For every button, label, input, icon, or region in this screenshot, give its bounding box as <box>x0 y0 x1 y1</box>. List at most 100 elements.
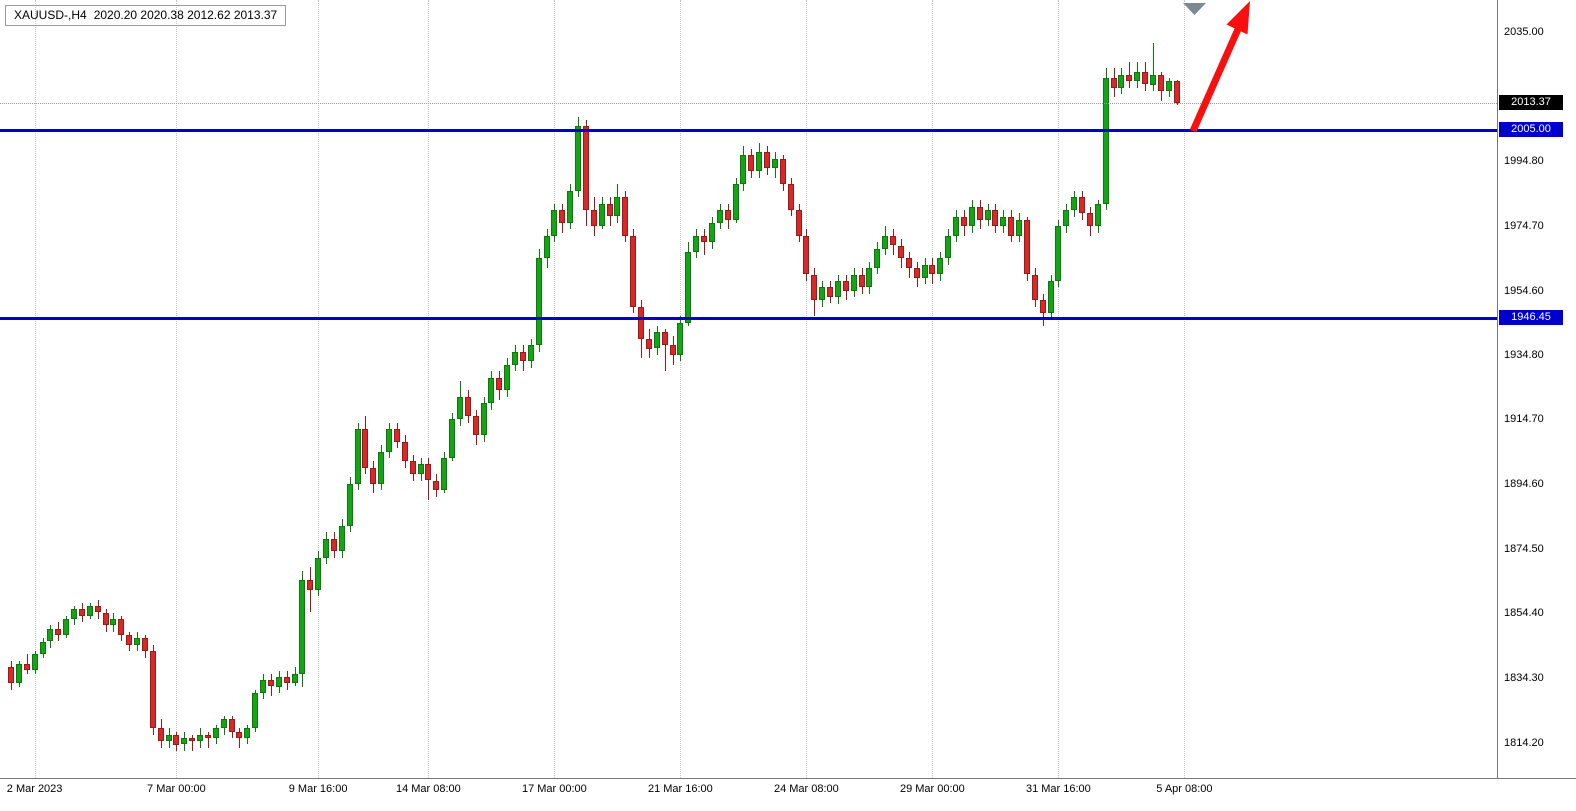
candle <box>118 619 124 636</box>
candle <box>961 216 967 227</box>
candle <box>1040 300 1046 314</box>
candle <box>449 419 455 458</box>
candle <box>969 206 975 227</box>
candle <box>1126 74 1132 82</box>
candle <box>465 396 471 417</box>
horizontal-price-line[interactable] <box>0 128 1497 132</box>
candle <box>646 338 652 349</box>
candle <box>922 264 928 278</box>
candle <box>166 734 172 742</box>
candle <box>299 580 305 674</box>
candle <box>599 203 605 227</box>
candle <box>229 718 235 732</box>
candle <box>1008 216 1014 236</box>
candle <box>1079 197 1085 214</box>
candle <box>8 667 14 684</box>
candle <box>796 210 802 236</box>
candle <box>284 676 290 684</box>
candle <box>670 345 676 355</box>
candle <box>1158 74 1164 91</box>
time-gridline <box>680 0 682 778</box>
candle <box>1032 274 1038 301</box>
price-axis-label: 1994.80 <box>1504 155 1544 168</box>
candle <box>441 458 447 491</box>
price-axis[interactable]: 2005.00 1946.45 2013.37 2035.00 1994.80 1974.… <box>1498 0 1576 778</box>
candle <box>677 322 683 355</box>
time-axis[interactable]: 2 Mar 2023 7 Mar 00:00 9 Mar 16:00 14 Mar 0… <box>0 778 1576 811</box>
candle <box>528 345 534 362</box>
time-gridline <box>1058 0 1060 778</box>
time-gridline <box>806 0 808 778</box>
candle <box>890 235 896 246</box>
candle <box>457 396 463 420</box>
candle <box>1118 74 1124 88</box>
candle <box>236 731 242 738</box>
candle <box>835 280 841 297</box>
red-up-arrow[interactable] <box>1189 1 1250 133</box>
time-gridline <box>428 0 430 778</box>
time-axis-label: 31 Mar 16:00 <box>1025 783 1091 795</box>
candle <box>575 126 581 191</box>
candle <box>1095 203 1101 227</box>
candle <box>1166 80 1172 91</box>
candle <box>654 332 660 349</box>
candle <box>827 287 833 297</box>
candle <box>567 190 573 223</box>
candle <box>189 738 195 742</box>
candle <box>764 152 770 169</box>
candle <box>1174 80 1180 103</box>
candle <box>95 606 101 613</box>
candle <box>638 306 644 339</box>
candle <box>103 612 109 626</box>
candle <box>929 264 935 275</box>
candle <box>607 203 613 217</box>
candle <box>71 609 77 619</box>
candle <box>481 403 487 436</box>
current-price-tag: 2013.37 <box>1499 94 1563 110</box>
candle <box>559 210 565 223</box>
candle <box>866 268 872 288</box>
candle <box>323 538 329 558</box>
gray-triangle-marker[interactable] <box>1183 3 1206 15</box>
candle <box>268 680 274 687</box>
time-axis-label: 7 Mar 00:00 <box>147 783 206 795</box>
price-axis-label: 1914.70 <box>1504 413 1544 426</box>
time-gridline <box>318 0 320 778</box>
candle <box>614 197 620 217</box>
time-axis-label: 17 Mar 00:00 <box>521 783 587 795</box>
candle <box>410 461 416 475</box>
candle <box>945 235 951 259</box>
candle <box>315 557 321 590</box>
candle <box>551 210 557 236</box>
candle <box>882 235 888 249</box>
candle <box>772 158 778 169</box>
price-axis-label: 1874.50 <box>1504 542 1544 555</box>
candle <box>733 184 739 220</box>
candle <box>788 184 794 211</box>
candle <box>339 525 345 552</box>
candle <box>1024 219 1030 275</box>
price-axis-label: 1854.40 <box>1504 607 1544 620</box>
candle <box>906 258 912 269</box>
candle <box>693 235 699 252</box>
candle <box>709 223 715 243</box>
candle <box>1048 280 1054 314</box>
candle <box>205 734 211 739</box>
candle-wick <box>665 329 666 372</box>
time-axis-label: 9 Mar 16:00 <box>288 783 348 795</box>
time-axis-label: 5 Apr 08:00 <box>1156 783 1213 795</box>
candle <box>496 377 502 391</box>
candle <box>126 635 132 645</box>
chart-title: XAUUSD-,H4 2020.20 2020.38 2012.62 2013.3… <box>5 5 287 26</box>
candlestick-chart-area[interactable]: XAUUSD-,H4 2020.20 2020.38 2012.62 2013.3… <box>0 0 1498 778</box>
price-axis-label: 1814.20 <box>1504 736 1544 749</box>
candle <box>260 680 266 693</box>
candle <box>701 235 707 243</box>
candle <box>811 274 817 301</box>
candle <box>520 351 526 362</box>
candle <box>622 197 628 236</box>
horizontal-price-line[interactable] <box>0 317 1497 321</box>
price-axis-label: 1894.60 <box>1504 478 1544 490</box>
symbol-timeframe-label: XAUUSD-,H4 <box>14 8 87 22</box>
